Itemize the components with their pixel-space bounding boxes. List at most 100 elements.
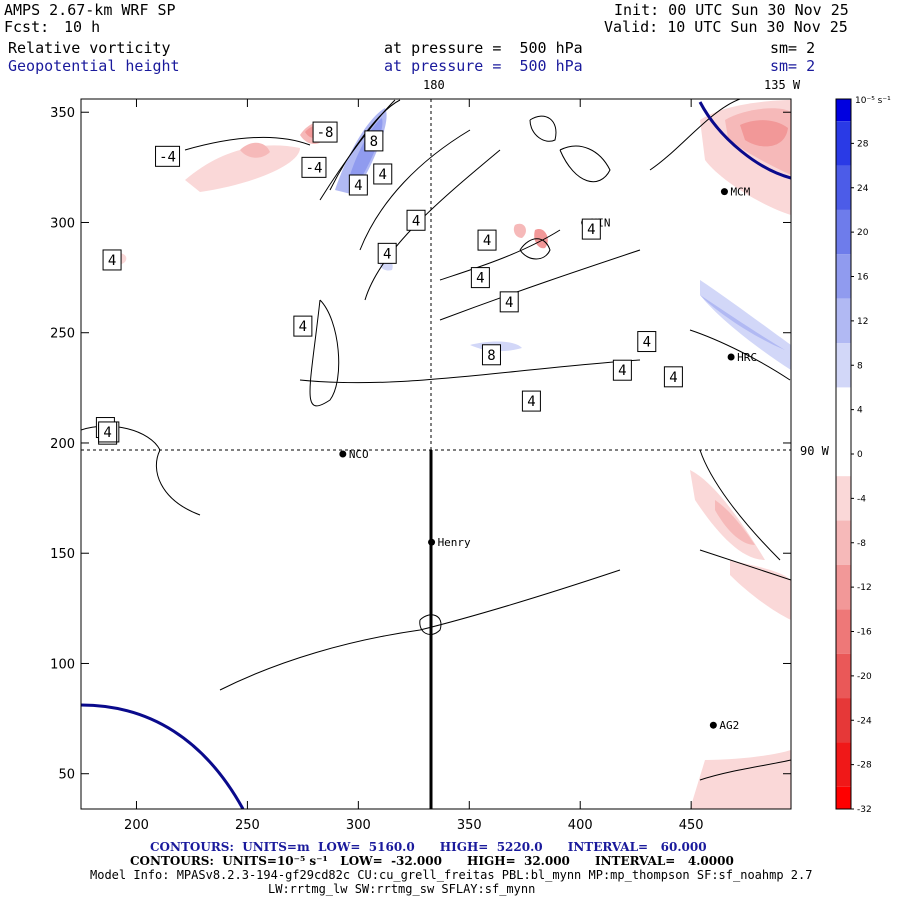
field2-name: Geopotential height [8, 57, 180, 75]
valid-time: Valid: 10 UTC Sun 30 Nov 25 [604, 18, 848, 36]
station-marker [709, 721, 717, 729]
colorbar-swatch [836, 121, 851, 166]
contour-label: 4 [293, 315, 313, 337]
contour-label-text: 8 [487, 348, 495, 364]
colorbar-swatch [836, 742, 851, 787]
colorbar-swatch [836, 298, 851, 344]
y-tick-label: 150 [50, 547, 75, 562]
shade-patch [534, 229, 548, 249]
contour-label-text: 4 [383, 246, 391, 262]
contour-label: 4 [663, 366, 683, 388]
colorbar-swatch [836, 387, 851, 432]
colorbar-tick-label: -24 [857, 716, 872, 726]
contour-label-box [477, 229, 497, 251]
colorbar-tick-label: 20 [857, 228, 869, 238]
contour-label-text: -8 [317, 125, 334, 141]
footer-model-info: Model Info: MPASv8.2.3-194-gf29cd82c CU:… [90, 868, 813, 882]
pressure2: at pressure = 500 hPa [384, 57, 583, 75]
colorbar-swatch [836, 209, 851, 255]
contour-line [219, 569, 621, 691]
x-tick-label: 250 [235, 818, 260, 833]
station-marker [339, 450, 347, 458]
contour-label: 8 [481, 344, 501, 366]
lon-180-label: 180 [423, 78, 445, 92]
shade-patch [715, 500, 755, 545]
fcst-label: Fcst: [4, 18, 50, 36]
station-label: AG2 [719, 719, 739, 732]
colorbar-swatch [836, 254, 851, 299]
contour-label-box [637, 331, 657, 353]
contour-line [439, 249, 641, 321]
contour-label-text: 4 [476, 271, 484, 287]
shade-patch [240, 142, 270, 158]
colorbar-tick-label: 0 [857, 450, 863, 460]
colorbar-swatch [836, 609, 851, 654]
contour-label: -8 [312, 121, 338, 143]
y-tick-label: 350 [50, 106, 75, 121]
contour-label-box [581, 218, 601, 240]
contour-label-box [612, 359, 632, 381]
contour-label-text: 4 [103, 425, 111, 441]
colorbar-swatch [836, 520, 851, 565]
contour-label-text: 4 [108, 253, 116, 269]
contour-label: 4 [406, 209, 426, 231]
colorbar-tick-label: -28 [857, 761, 872, 771]
contour-label-box [293, 315, 313, 337]
contour-line [309, 299, 340, 407]
station-label: Henry [438, 536, 471, 549]
contour-line [699, 759, 791, 781]
x-tick-label: 300 [346, 818, 371, 833]
colorbar-swatch [836, 786, 851, 809]
station-marker [428, 538, 436, 546]
contour-label: 4 [499, 291, 519, 313]
contour-label-box [377, 242, 397, 264]
contour-line [519, 238, 551, 260]
colorbar-swatch [836, 653, 851, 699]
colorbar-tick-label: -20 [857, 672, 872, 682]
colorbar-tick-label: -8 [857, 539, 866, 549]
contour-label: 4 [102, 249, 122, 271]
contour-line [699, 449, 781, 561]
colorbar: 10⁻⁵ s⁻¹ 28 24 20 16 12 8 4 0 -4 -8 -12 -16 -20 -24 -28… [835, 96, 891, 815]
colorbar-tick-label: -16 [857, 628, 872, 638]
contour-label-box [663, 366, 683, 388]
y-tick-label: 200 [50, 437, 75, 452]
height-contour [698, 101, 791, 180]
colorbar-swatch [836, 165, 851, 210]
sm2: sm= 2 [770, 57, 816, 75]
shade-patch [700, 280, 791, 370]
contour-line [689, 329, 791, 381]
x-tick-label: 400 [568, 818, 593, 833]
colorbar-tick-label: 12 [857, 317, 868, 327]
contour-label: 4 [612, 359, 632, 381]
height-contour [81, 703, 245, 809]
field1-name: Relative vorticity [8, 39, 171, 57]
contour-label-text: 4 [669, 370, 677, 386]
contour-label-text: 8 [370, 134, 378, 150]
contour-label: 4 [98, 421, 118, 443]
contour-label-text: -4 [306, 160, 323, 176]
x-tick-label: 350 [457, 818, 482, 833]
stations: MCMHRCNCOHenryAG2NIN [339, 186, 757, 732]
contour-label-text: 4 [618, 363, 626, 379]
colorbar-swatch [836, 476, 851, 521]
contour-label-box [98, 421, 118, 443]
colorbar-tick-label: -4 [857, 494, 866, 504]
contour-label: 4 [348, 174, 368, 196]
contour-label-box [102, 249, 122, 271]
colorbar-tick-label: 16 [857, 273, 869, 283]
lon-135w-label: 135 W [764, 78, 801, 92]
colorbar-tick-label: 24 [857, 184, 869, 194]
contour-label-text: 4 [299, 319, 307, 335]
contour-line [699, 549, 791, 581]
contour-label-box [155, 145, 181, 167]
pressure1: at pressure = 500 hPa [384, 39, 583, 57]
contour-label-text: 4 [379, 167, 387, 183]
x-tick-label: 450 [679, 818, 704, 833]
y-tick-label: 300 [50, 216, 75, 231]
colorbar-swatch [836, 564, 851, 610]
contour-label-text: 4 [505, 295, 513, 311]
contour-label: 4 [377, 242, 397, 264]
contour-line [359, 129, 471, 251]
